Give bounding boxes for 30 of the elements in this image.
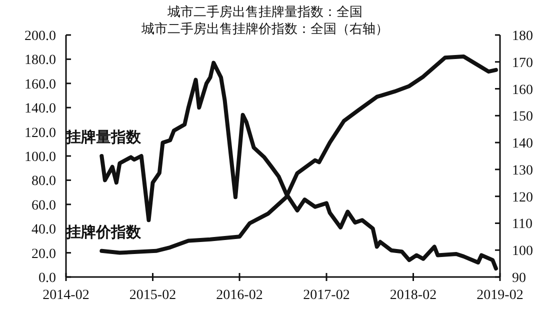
x-tick-label: 2019-02 bbox=[476, 288, 524, 303]
x-tick-label: 2016-02 bbox=[216, 288, 263, 303]
y-tick-label: 140.0 bbox=[24, 102, 56, 117]
y-tick-label: 120.0 bbox=[24, 126, 56, 141]
chart-title: 城市二手房出售挂牌量指数：全国 bbox=[166, 4, 362, 19]
y-tick-label: 200.0 bbox=[24, 29, 56, 44]
y-tick-label: 80.0 bbox=[32, 174, 56, 190]
y2-tick-label: 180 bbox=[512, 29, 533, 44]
y2-tick-label: 110 bbox=[512, 217, 532, 232]
y-tick-label: 160.0 bbox=[24, 77, 56, 92]
y-tick-label: 0.0 bbox=[38, 271, 56, 286]
y2-tick-label: 120 bbox=[512, 190, 533, 206]
y2-tick-label: 140 bbox=[512, 136, 533, 152]
y2-tick-label: 150 bbox=[512, 110, 533, 125]
y-tick-label: 100.0 bbox=[24, 150, 56, 165]
y2-tick-label: 130 bbox=[512, 163, 533, 178]
y-tick-label: 20.0 bbox=[32, 246, 56, 262]
y-tick-label: 180.0 bbox=[24, 53, 56, 68]
x-tick-label: 2014-02 bbox=[42, 288, 90, 303]
series-label: 挂牌量指数 bbox=[65, 129, 142, 146]
chart-subtitle: 城市二手房出售挂牌价指数：全国（右轴） bbox=[140, 21, 388, 36]
y-tick-label: 40.0 bbox=[32, 222, 56, 238]
y-tick-label: 60.0 bbox=[32, 198, 56, 214]
x-tick-label: 2018-02 bbox=[390, 288, 437, 303]
y2-tick-label: 90 bbox=[512, 271, 526, 286]
x-tick-label: 2015-02 bbox=[129, 288, 176, 303]
y2-tick-label: 100 bbox=[512, 244, 533, 260]
y2-tick-label: 160 bbox=[512, 82, 533, 98]
x-tick-label: 2017-02 bbox=[303, 288, 350, 303]
y2-tick-label: 170 bbox=[512, 56, 533, 71]
